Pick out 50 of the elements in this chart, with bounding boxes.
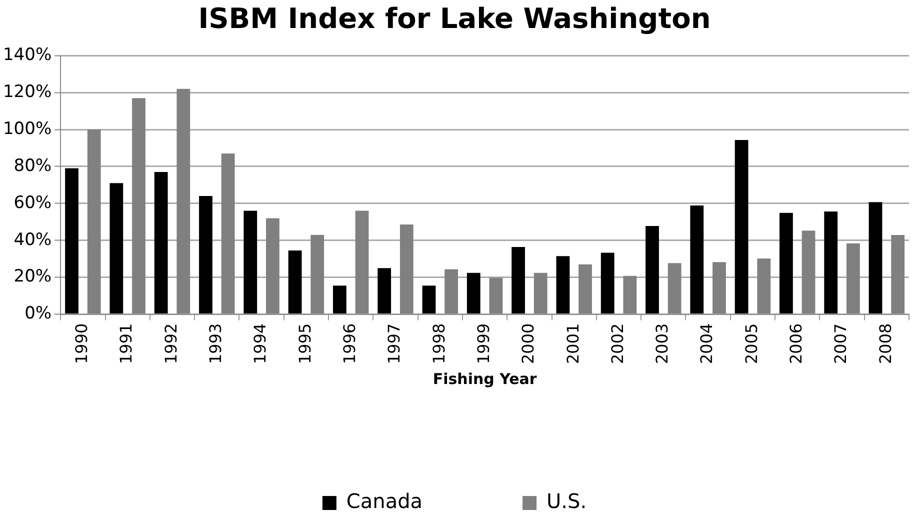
bar [288,250,302,314]
x-tick-label: 1990 [72,323,92,364]
bar [244,210,258,314]
bar [690,205,704,314]
x-tick-label: 1995 [295,323,314,364]
x-tick-label: 2006 [786,323,806,364]
x-tick-label: 2005 [742,323,761,364]
x-tick-label: 2008 [876,323,895,364]
y-tick-label: 140% [2,45,52,66]
x-tick-label: 2004 [697,323,716,364]
legend-label: Canada [346,489,423,514]
legend-label: U.S. [546,489,587,514]
bar [868,202,882,314]
x-tick-label: 2003 [652,323,672,364]
y-tick-label: 100% [2,118,52,139]
bar [422,286,436,314]
x-tick-label: 1993 [206,323,226,364]
x-tick-label: 2001 [563,323,582,364]
bar [646,226,659,314]
x-tick-label: 1998 [429,323,448,364]
x-tick-label: 1991 [116,323,136,364]
y-tick-label: 40% [14,230,52,250]
x-tick-label: 2007 [831,323,850,364]
bar [734,140,748,314]
bar [110,183,124,314]
bar [466,272,480,314]
y-tick-label: 0% [24,304,52,324]
bar [154,172,168,314]
chart-title: ISBM Index for Lake Washington [198,2,711,36]
bar [600,252,614,314]
x-axis-title: Fishing Year [432,370,538,388]
y-tick-label: 60% [14,192,52,213]
bar [824,212,838,314]
bar [199,196,212,314]
bar [332,286,346,314]
y-tick-label: 120% [2,82,52,102]
y-tick-label: 20% [14,266,52,287]
bar [512,247,525,314]
x-tick-label: 1992 [161,323,180,364]
x-tick-label: 1994 [250,323,270,364]
x-tick-label: 2002 [608,323,627,364]
x-tick-label: 2000 [518,323,538,364]
bar [780,212,793,314]
bar [556,256,570,314]
bar [65,168,78,314]
bar [378,268,392,314]
x-tick-label: 1996 [340,323,359,364]
x-tick-label: 1997 [384,323,404,364]
y-tick-label: 80% [14,156,52,176]
x-tick-label: 1999 [474,323,493,364]
